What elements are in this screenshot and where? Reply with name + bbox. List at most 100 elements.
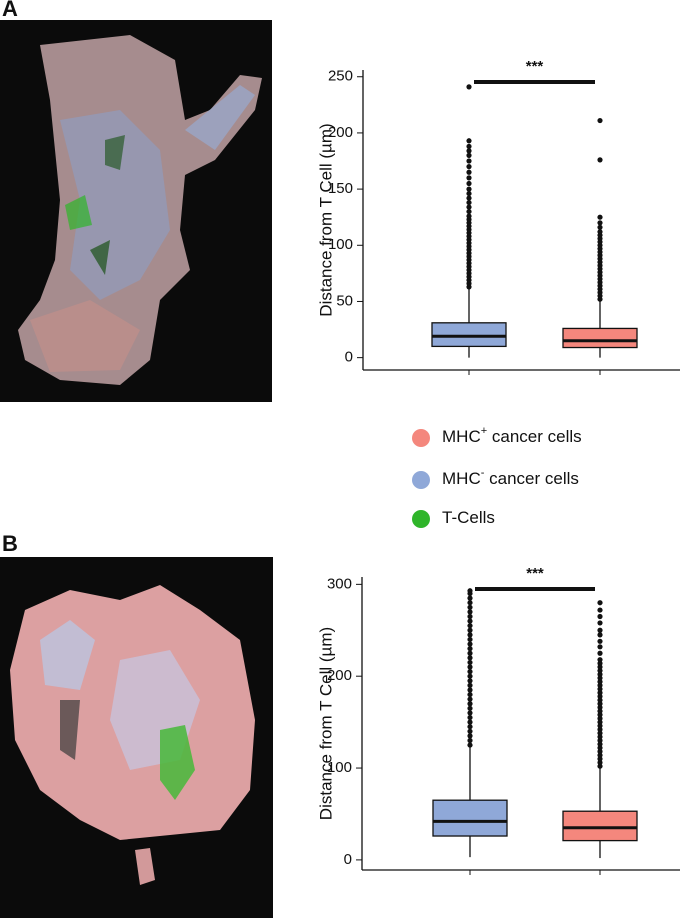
y-axis-label: Distance from T Cell (µm) [316, 627, 335, 820]
legend-label: T-Cells [442, 508, 495, 527]
y-tick-label: 200 [328, 124, 353, 141]
legend-text: MHC [442, 427, 481, 446]
y-tick-label: 200 [327, 667, 352, 684]
outlier [597, 748, 603, 755]
outlier [597, 607, 603, 613]
outlier [467, 742, 473, 748]
outlier [467, 613, 473, 620]
outlier [467, 673, 473, 679]
outlier [597, 741, 603, 747]
outlier [597, 117, 603, 124]
legend-superscript: - [481, 467, 485, 479]
outlier [467, 691, 473, 698]
outlier [597, 620, 603, 626]
tissue-image-b [0, 557, 273, 918]
box [431, 322, 507, 348]
outlier [466, 143, 472, 150]
outlier [597, 737, 603, 744]
legend-label: MHC- cancer cells [442, 467, 579, 489]
outlier [467, 600, 473, 606]
outlier [597, 224, 603, 230]
outlier [597, 682, 603, 688]
outlier [466, 169, 472, 175]
outlier [467, 623, 473, 629]
y-tick-label: 100 [327, 759, 352, 776]
y-tick-label: 250 [328, 68, 353, 85]
outlier [597, 660, 603, 666]
outlier [466, 180, 472, 187]
legend-text: cancer cells [484, 469, 578, 488]
outlier [597, 763, 603, 769]
outlier [467, 664, 473, 670]
y-tick-label: 150 [328, 180, 353, 197]
outlier [467, 669, 473, 675]
outlier [467, 719, 473, 725]
box [432, 799, 508, 837]
outlier [597, 214, 603, 220]
outlier [466, 138, 472, 144]
outlier [466, 84, 472, 90]
outlier [466, 195, 472, 201]
outlier [597, 679, 603, 685]
outlier [597, 745, 603, 751]
outlier [467, 710, 473, 716]
outlier [597, 752, 603, 758]
outlier [597, 650, 603, 656]
legend-text: T-Cells [442, 508, 495, 527]
outlier [597, 632, 603, 638]
y-tick-label: 300 [327, 575, 352, 592]
outlier [597, 712, 603, 718]
outlier [467, 655, 473, 661]
outlier [467, 641, 473, 647]
legend-superscript: + [481, 425, 487, 437]
outlier [597, 719, 603, 725]
outlier [467, 588, 473, 594]
significance-label: *** [526, 58, 544, 75]
outlier [597, 701, 603, 707]
outlier [597, 756, 603, 762]
outlier [467, 632, 473, 638]
outlier [467, 636, 473, 643]
outlier [466, 190, 472, 197]
outlier [597, 657, 603, 663]
outlier [466, 148, 472, 154]
tissue-image-a [0, 20, 272, 402]
outlier [467, 604, 473, 610]
outlier [467, 659, 473, 666]
outlier [597, 697, 603, 703]
box [562, 327, 638, 349]
outlier [597, 638, 603, 644]
legend-swatch [412, 510, 430, 528]
outlier [467, 714, 473, 721]
outlier [597, 690, 603, 696]
legend-label: MHC+ cancer cells [442, 425, 582, 447]
legend-swatch [412, 471, 430, 489]
y-axis-label: Distance from T Cell (µm) [316, 123, 335, 316]
outlier [467, 728, 473, 734]
outlier [467, 733, 473, 739]
outlier [597, 704, 603, 711]
outlier [597, 723, 603, 729]
outlier [597, 730, 603, 736]
outlier [467, 687, 473, 693]
outlier [466, 164, 472, 170]
outlier [466, 208, 472, 215]
outlier [597, 734, 603, 740]
outlier [597, 759, 603, 766]
outlier [467, 609, 473, 615]
outlier [467, 646, 473, 652]
outlier [597, 686, 603, 692]
outlier [467, 737, 473, 744]
box [562, 810, 638, 842]
outlier [597, 627, 603, 633]
y-tick-label: 0 [345, 349, 353, 366]
outlier [467, 627, 473, 633]
outlier [597, 715, 603, 722]
outlier [597, 708, 603, 714]
outlier [597, 220, 603, 226]
outlier [597, 675, 603, 681]
outlier [467, 696, 473, 702]
